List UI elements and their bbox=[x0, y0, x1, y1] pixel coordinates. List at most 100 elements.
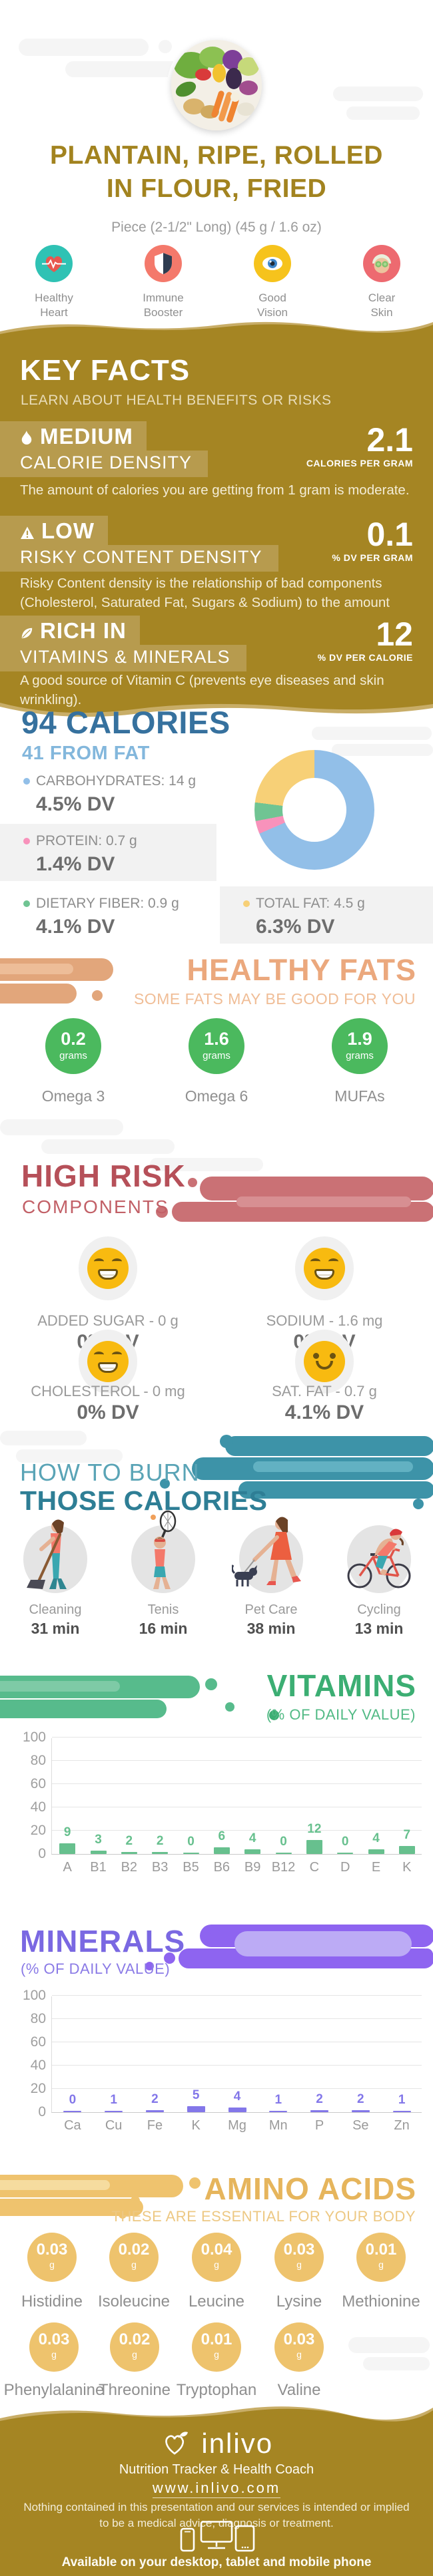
category-label-Se: Se bbox=[352, 2118, 369, 2133]
disclaimer-line1: Nothing contained in this presentation a… bbox=[23, 2501, 410, 2513]
category-label-Mn: Mn bbox=[268, 2118, 288, 2133]
activity-minutes-pet-care: 38 min bbox=[246, 1620, 296, 1637]
fact-description: A good source of Vitamin C (prevents eye… bbox=[20, 673, 384, 707]
serving-size: Piece (2-1/2" Long) (45 g / 1.6 oz) bbox=[111, 220, 322, 235]
cloud-decoration bbox=[16, 1449, 123, 1463]
macro-label: DIETARY FIBER: 0.9 g bbox=[23, 896, 179, 912]
y-tick-20: 20 bbox=[30, 2081, 46, 2096]
omega6-value: 1.6 bbox=[204, 1029, 229, 1049]
high-risk-heading: HIGH RISK bbox=[21, 1159, 186, 1193]
footer-top-wave bbox=[0, 2406, 433, 2426]
fact-number: 2.1 bbox=[366, 421, 413, 459]
benefit-label: Healthy Heart bbox=[35, 291, 73, 319]
mufas-blob: 1.9 grams bbox=[326, 1013, 394, 1077]
y-tick-60: 60 bbox=[30, 1776, 46, 1791]
benefit-clear-skin: Clear Skin bbox=[338, 245, 425, 320]
bar-Cu bbox=[105, 2110, 123, 2112]
sat-fat-dv: 4.1% DV bbox=[284, 1401, 364, 1423]
fact-unit: % DV PER GRAM bbox=[332, 552, 413, 563]
category-label-B9: B9 bbox=[244, 1860, 261, 1875]
bar-B3 bbox=[152, 1851, 169, 1854]
amino-unit: g bbox=[214, 2349, 219, 2360]
burn-heading-line2: THOSE CALORIES bbox=[20, 1485, 268, 1516]
bar-value-Zn: 1 bbox=[398, 2092, 406, 2107]
page-title-line2: IN FLOUR, FRIED bbox=[106, 174, 327, 203]
healthy-fats-heading: HEALTHY FATS bbox=[187, 953, 416, 987]
bar-value-B5: 0 bbox=[187, 1834, 195, 1849]
methionine-value: 0.01 bbox=[365, 2241, 397, 2259]
y-tick-0: 0 bbox=[38, 1846, 46, 1861]
grin-emoji-icon bbox=[87, 1341, 129, 1382]
high-risk-splash-light bbox=[236, 1196, 411, 1207]
cycling-icon bbox=[347, 1529, 411, 1588]
omega3-blob: 0.2 grams bbox=[40, 1013, 107, 1077]
footer-url[interactable]: www.inlivo.com bbox=[0, 2480, 433, 2498]
clear-skin-face-icon bbox=[363, 245, 400, 282]
fact-value: 0.1 % DV PER GRAM bbox=[332, 518, 413, 563]
high-risk-subheading: COMPONENTS bbox=[22, 1196, 169, 1217]
category-label-Ca: Ca bbox=[64, 2118, 81, 2133]
smile-emoji-icon bbox=[304, 1341, 345, 1382]
benefit-label: Immune Booster bbox=[143, 291, 184, 319]
bar-C bbox=[306, 1840, 322, 1854]
phenylalanine-label: Phenylalanine bbox=[3, 2381, 105, 2399]
devices-icon bbox=[180, 2521, 255, 2552]
grin-emoji-icon bbox=[304, 1248, 345, 1289]
cloud-decoration bbox=[0, 1119, 123, 1135]
gridline-80 bbox=[52, 2018, 422, 2019]
bar-Zn bbox=[392, 2110, 411, 2112]
cloud-decoration bbox=[159, 40, 172, 53]
minerals-heading: MINERALS bbox=[20, 1924, 186, 1958]
histidine-blob: 0.03 g bbox=[23, 2229, 82, 2285]
cholesterol-label: CHOLESTEROL - 0 mg bbox=[31, 1383, 185, 1399]
gridline-40 bbox=[52, 2065, 422, 2066]
key-facts-subheading: LEARN ABOUT HEALTH BENEFITS OR RISKS bbox=[21, 393, 332, 408]
macro-label: TOTAL FAT: 4.5 g bbox=[243, 896, 365, 912]
fact-number: 0.1 bbox=[366, 516, 413, 553]
fact-level-badge: MEDIUM bbox=[0, 421, 147, 452]
phenylalanine-value: 0.03 bbox=[38, 2330, 70, 2348]
minerals-splash-light bbox=[234, 1931, 412, 1956]
gold-section-bottom-wave bbox=[0, 697, 433, 717]
bar-value-Cu: 1 bbox=[110, 2092, 117, 2107]
category-label-Fe: Fe bbox=[147, 2118, 163, 2133]
brand-logo-row: inlivo bbox=[0, 2428, 433, 2460]
category-label-B6: B6 bbox=[213, 1860, 230, 1875]
gold-section-top-wave bbox=[0, 321, 433, 337]
activity-label-pet-care: Pet Care bbox=[244, 1602, 298, 1617]
fact-unit: CALORIES PER GRAM bbox=[306, 458, 413, 468]
fact-name-badge: RISKY CONTENT DENSITY bbox=[0, 545, 278, 572]
omega3-value: 0.2 bbox=[61, 1029, 86, 1049]
category-label-B2: B2 bbox=[121, 1860, 138, 1875]
vitamins-splash-light bbox=[0, 1681, 120, 1692]
gridline-100 bbox=[52, 1737, 422, 1738]
bar-Ca bbox=[63, 2110, 82, 2112]
disclaimer-line2: to be a medical advice, diagnosis or tre… bbox=[99, 2517, 334, 2529]
gridline-80 bbox=[52, 1760, 422, 1761]
minerals-bar-chart: 0 20 40 60 80 100 0 Ca 1 Cu 2 Fe 5 K 4 Mg 1 Mn 2 P 2 Se 1 Zn bbox=[17, 1988, 423, 2143]
tennis-icon bbox=[151, 1510, 177, 1589]
omega3-unit: grams bbox=[59, 1050, 87, 1061]
bar-B12 bbox=[275, 1852, 292, 1854]
category-label-E: E bbox=[371, 1860, 381, 1875]
minerals-splash-dot bbox=[145, 1962, 154, 1970]
y-tick-100: 100 bbox=[22, 1730, 46, 1745]
warning-icon bbox=[21, 526, 34, 539]
cloud-decoration bbox=[332, 744, 433, 756]
burn-splash bbox=[238, 1481, 433, 1499]
amino-unit: g bbox=[296, 2349, 302, 2360]
bar-value-Mg: 4 bbox=[233, 2090, 241, 2104]
healthy-fats-subheading: SOME FATS MAY BE GOOD FOR YOU bbox=[133, 990, 416, 1008]
sodium-label: SODIUM - 1.6 mg bbox=[266, 1312, 383, 1329]
footer-section bbox=[0, 2422, 433, 2576]
fact-name-badge: VITAMINS & MINERALS bbox=[0, 645, 246, 671]
burn-splash-dot bbox=[413, 1499, 424, 1509]
bar-value-A: 9 bbox=[63, 1825, 71, 1840]
gridline-100 bbox=[52, 1995, 422, 1996]
bar-B1 bbox=[90, 1850, 107, 1854]
cholesterol-dv: 0% DV bbox=[77, 1401, 139, 1423]
minerals-splash-dot bbox=[211, 1927, 220, 1936]
macro-dv: 1.4% DV bbox=[36, 853, 115, 875]
fact-rich-in-vitamins: RICH IN VITAMINS & MINERALS bbox=[0, 616, 246, 671]
y-tick-40: 40 bbox=[30, 2058, 46, 2073]
